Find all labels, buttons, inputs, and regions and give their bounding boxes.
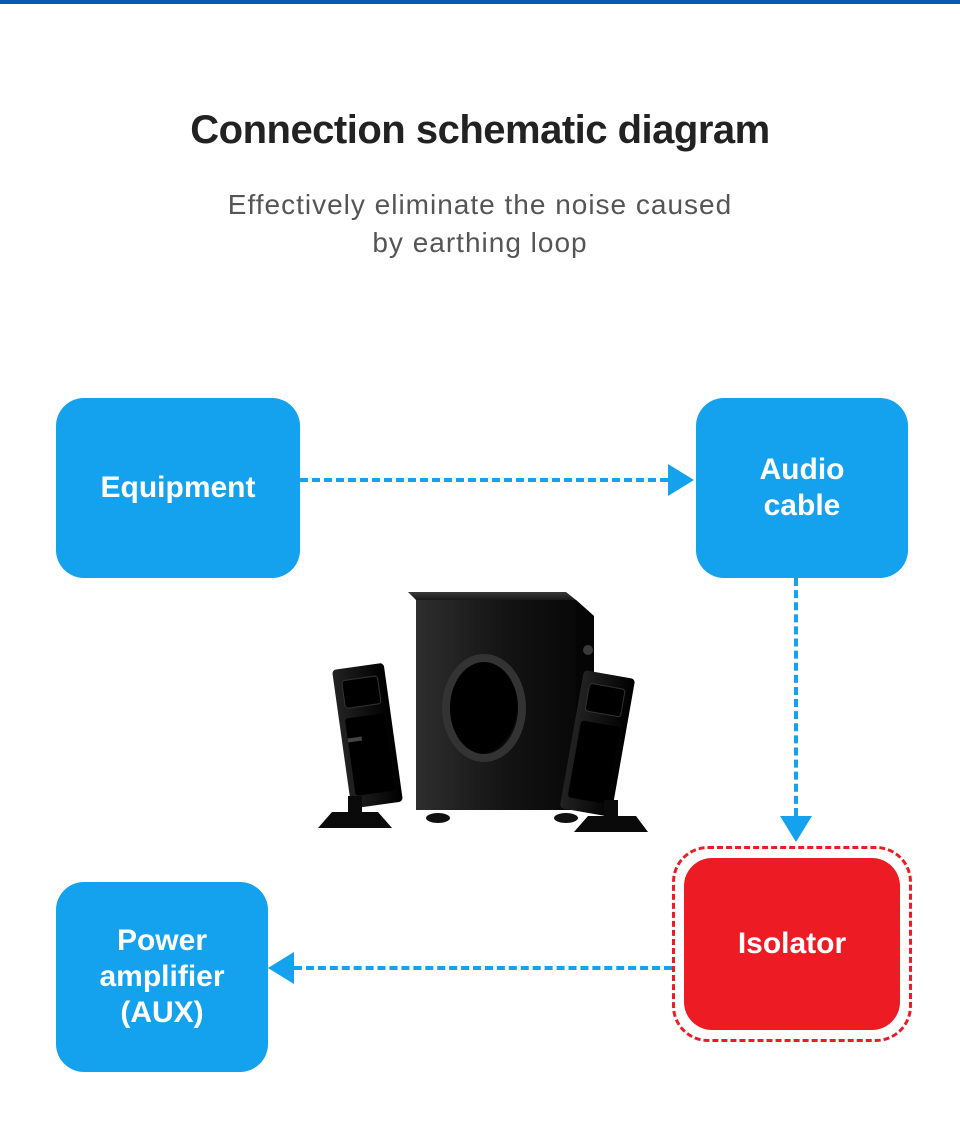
- page-title: Connection schematic diagram: [0, 108, 960, 153]
- node-equipment-label: Equipment: [101, 470, 256, 506]
- arrow-isolator-to-power-head: [268, 952, 294, 984]
- page-subtitle: Effectively eliminate the noise caused b…: [0, 186, 960, 262]
- arrow-equipment-to-audio-head: [668, 464, 694, 496]
- top-bar: [0, 0, 960, 4]
- subtitle-line1: Effectively eliminate the noise caused: [228, 189, 732, 220]
- node-power-amp: Power amplifier (AUX): [56, 882, 268, 1072]
- arrow-audio-to-isolator-head: [780, 816, 812, 842]
- node-isolator: Isolator: [684, 858, 900, 1030]
- node-power-amp-label: Power amplifier (AUX): [99, 923, 224, 1031]
- speaker-system-image: [288, 560, 668, 870]
- subtitle-line2: by earthing loop: [372, 227, 587, 258]
- arrow-equipment-to-audio: [300, 478, 668, 482]
- node-equipment: Equipment: [56, 398, 300, 578]
- node-audio-cable: Audio cable: [696, 398, 908, 578]
- arrow-audio-to-isolator: [794, 578, 798, 816]
- node-audio-cable-label: Audio cable: [760, 452, 845, 524]
- speaker-system-svg: [288, 560, 668, 870]
- arrow-isolator-to-power: [294, 966, 672, 970]
- node-isolator-label: Isolator: [738, 926, 846, 962]
